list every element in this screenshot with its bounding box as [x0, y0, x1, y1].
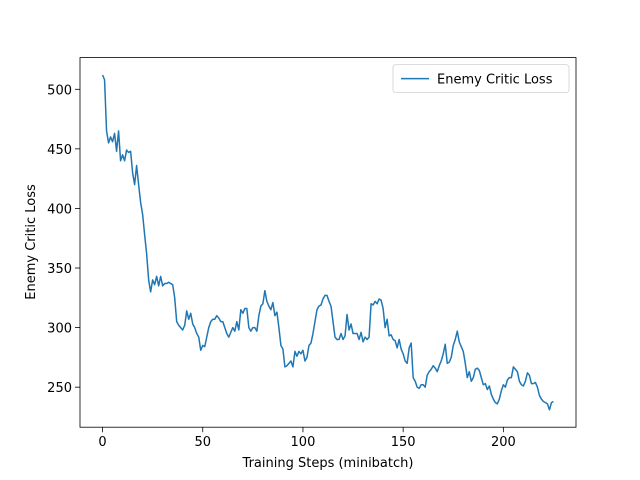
legend-box: [392, 64, 570, 93]
legend-label: Enemy Critic Loss: [437, 73, 553, 88]
x-tick-label: 50: [194, 435, 211, 450]
x-axis-label: Training Steps (minibatch): [242, 456, 414, 471]
x-tick-label: 150: [391, 435, 416, 450]
y-tick-label: 350: [47, 262, 72, 277]
y-tick-label: 250: [47, 381, 72, 396]
plot-frame: [79, 57, 577, 428]
y-tick-label: 300: [47, 322, 72, 337]
line-series: [101, 74, 554, 411]
x-tick-label: 0: [98, 435, 106, 450]
y-tick-label: 450: [47, 143, 72, 158]
y-tick-label: 500: [47, 83, 72, 98]
y-axis-label: Enemy Critic Loss: [24, 184, 39, 300]
y-tick-label: 400: [47, 202, 72, 217]
x-tick-label: 100: [291, 435, 316, 450]
x-tick-label: 200: [491, 435, 516, 450]
